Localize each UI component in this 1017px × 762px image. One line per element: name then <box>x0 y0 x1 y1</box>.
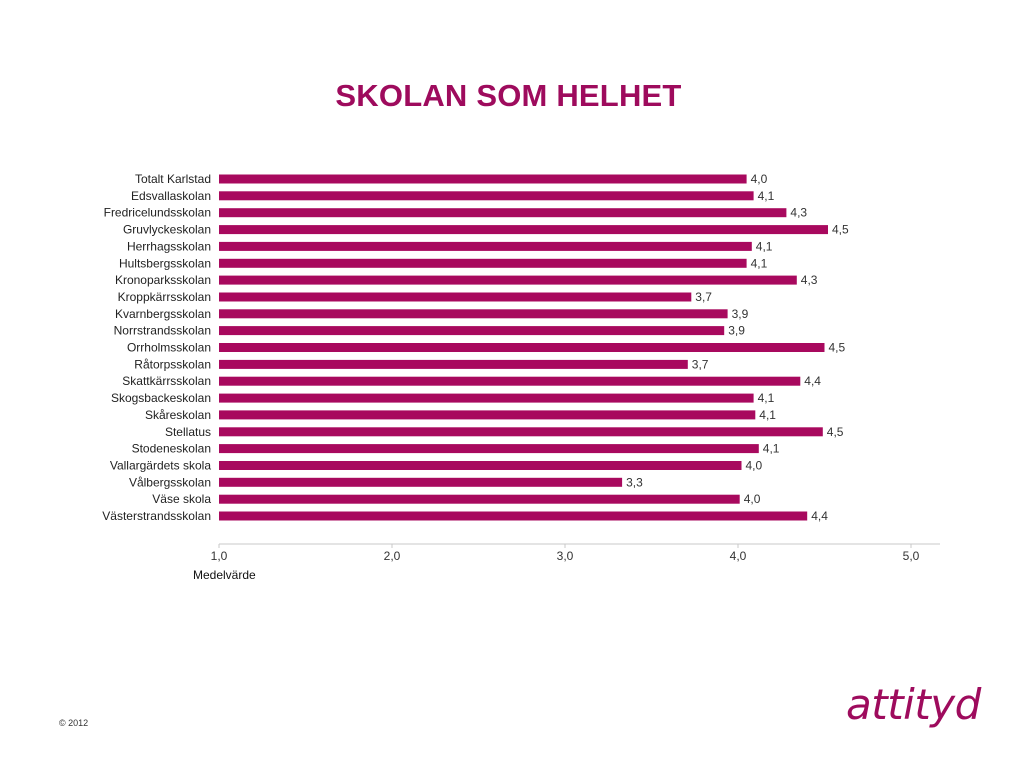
bar <box>219 208 787 218</box>
bar <box>219 191 754 201</box>
bar <box>219 461 742 470</box>
category-label: Fredricelundsskolan <box>104 206 211 220</box>
bar <box>219 225 828 235</box>
category-label: Västerstrandsskolan <box>102 509 211 523</box>
category-label: Gruvlyckeskolan <box>123 223 211 237</box>
category-label: Väse skola <box>152 492 211 506</box>
value-label: 4,1 <box>763 442 780 456</box>
category-label: Vålbergsskolan <box>129 475 211 489</box>
value-label: 4,1 <box>758 391 775 405</box>
value-label: 3,3 <box>626 475 643 489</box>
category-labels: Totalt Karlstad Edsvallaskolan Fredricelun… <box>102 172 211 523</box>
bar <box>219 326 725 336</box>
bar <box>219 174 747 184</box>
bar <box>219 393 754 403</box>
value-label: 3,9 <box>728 324 745 338</box>
bar <box>219 427 823 437</box>
value-labels: 4,04,14,34,54,14,14,33,73,93,94,53,74,44… <box>626 172 849 523</box>
value-label: 4,1 <box>756 239 773 253</box>
value-label: 4,4 <box>811 509 828 523</box>
bar <box>219 275 797 285</box>
bar <box>219 292 692 302</box>
value-label: 3,7 <box>695 290 712 304</box>
category-label: Kvarnbergsskolan <box>115 307 211 321</box>
value-label: 4,0 <box>751 172 768 186</box>
x-tick-label: 3,0 <box>557 549 574 563</box>
value-label: 4,1 <box>751 256 768 270</box>
bar <box>219 241 752 251</box>
bar <box>219 511 808 521</box>
category-label: Skattkärrsskolan <box>122 374 211 388</box>
category-label: Norrstrandsskolan <box>114 324 211 338</box>
bars-group <box>219 174 828 521</box>
value-label: 4,3 <box>790 206 807 220</box>
value-label: 4,5 <box>832 223 849 237</box>
x-tick-label: 4,0 <box>730 549 747 563</box>
category-label: Hultsbergsskolan <box>119 256 211 270</box>
value-label: 4,1 <box>758 189 775 203</box>
attityd-logo: attityd <box>846 680 981 729</box>
value-label: 4,1 <box>759 408 776 422</box>
category-label: Herrhagsskolan <box>127 239 211 253</box>
category-label: Kroppkärrsskolan <box>118 290 211 304</box>
x-axis-title: Medelvärde <box>193 568 256 582</box>
copyright-text: © 2012 <box>59 718 89 728</box>
value-label: 4,4 <box>804 374 821 388</box>
category-label: Råtorpsskolan <box>134 357 211 371</box>
category-label: Skåreskolan <box>145 408 211 422</box>
category-label: Vallargärdets skola <box>110 459 211 473</box>
value-label: 4,0 <box>744 492 761 506</box>
x-tick-label: 2,0 <box>384 549 401 563</box>
category-label: Edsvallaskolan <box>131 189 211 203</box>
value-label: 4,0 <box>746 459 763 473</box>
bar <box>219 309 728 319</box>
value-label: 3,9 <box>732 307 749 321</box>
bar <box>219 376 801 386</box>
category-label: Totalt Karlstad <box>135 172 211 186</box>
x-tick-label: 5,0 <box>903 549 920 563</box>
x-tick-label: 1,0 <box>211 549 228 563</box>
category-label: Stellatus <box>165 425 211 439</box>
bar <box>219 258 747 268</box>
bar <box>219 359 688 369</box>
value-label: 4,5 <box>827 425 844 439</box>
value-label: 3,7 <box>692 357 709 371</box>
category-label: Orrholmsskolan <box>127 341 211 355</box>
bar <box>219 477 623 487</box>
x-axis: 1,0 2,0 3,0 4,0 5,0 Medelvärde <box>193 543 940 582</box>
bar <box>219 444 759 454</box>
value-label: 4,5 <box>829 341 846 355</box>
slide-title: SKOLAN SOM HELHET <box>335 78 682 113</box>
value-label: 4,3 <box>801 273 818 287</box>
bar <box>219 494 740 504</box>
category-label: Kronoparksskolan <box>115 273 211 287</box>
category-label: Stodeneskolan <box>132 442 211 456</box>
bar <box>219 343 825 352</box>
category-label: Skogsbackeskolan <box>111 391 211 405</box>
bar <box>219 410 756 420</box>
